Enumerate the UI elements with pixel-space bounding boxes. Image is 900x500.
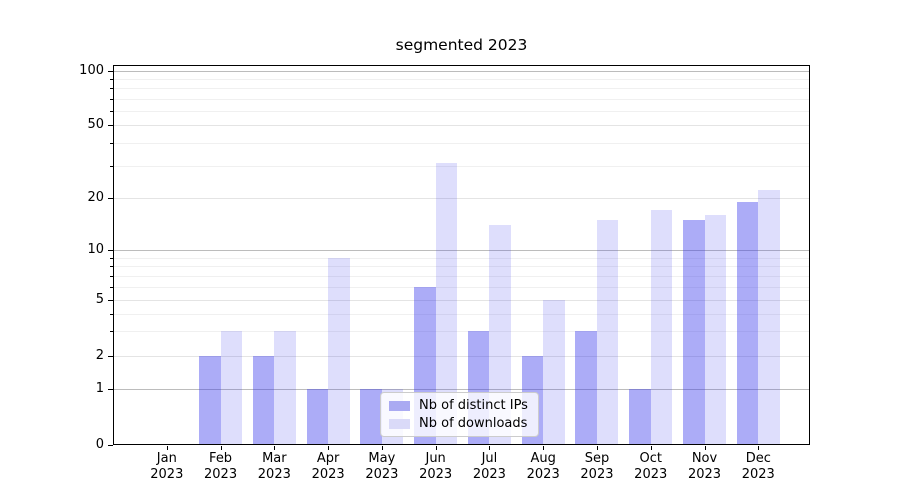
gridline-mid [114, 125, 809, 126]
y-tick-mark [108, 300, 113, 301]
x-tick-mark [596, 446, 598, 450]
gridline-minor [114, 257, 809, 259]
x-tick-label: Dec 2023 [741, 451, 775, 482]
y-minor-tick-mark [110, 98, 113, 100]
x-tick-label: Jun 2023 [419, 451, 453, 482]
gridline-major [114, 250, 809, 251]
gridline-minor [114, 313, 809, 315]
legend-entry-distinct-ips: Nb of distinct IPs [389, 398, 528, 413]
y-tick-mark [108, 198, 113, 199]
gridline-minor [114, 275, 809, 277]
bar-downloads-11 [758, 190, 780, 445]
gridline-mid [114, 300, 809, 301]
y-tick-mark [108, 445, 113, 446]
x-tick-label: Sep 2023 [580, 451, 614, 482]
gridline-major [114, 71, 809, 72]
bar-downloads-2 [274, 331, 296, 445]
y-minor-tick-mark [110, 165, 113, 167]
bar-distinct-ips-3 [306, 389, 329, 445]
x-tick-mark [435, 446, 437, 450]
gridline-minor [114, 165, 809, 167]
x-tick-mark [381, 446, 383, 450]
y-minor-tick-mark [110, 257, 113, 259]
y-tick-mark [108, 250, 113, 251]
legend-swatch-distinct-ips [389, 400, 410, 411]
y-minor-tick-mark [110, 88, 113, 90]
gridline-mid [114, 356, 809, 357]
y-tick-mark [108, 389, 113, 390]
chart-title: segmented 2023 [395, 36, 528, 54]
bar-downloads-9 [650, 210, 673, 445]
y-tick-label: 1 [95, 381, 104, 396]
bar-distinct-ips-2 [252, 356, 275, 445]
gridline-minor [114, 142, 809, 144]
gridline-minor [114, 266, 809, 268]
y-tick-label: 100 [79, 63, 104, 78]
legend-swatch-downloads [389, 418, 410, 429]
y-tick-label: 20 [87, 190, 104, 205]
bar-distinct-ips-1 [199, 356, 221, 445]
bar-downloads-3 [328, 257, 350, 445]
x-tick-mark [489, 446, 491, 450]
x-tick-label: Mar 2023 [257, 451, 291, 482]
x-tick-label: Oct 2023 [634, 451, 668, 482]
y-minor-tick-mark [110, 331, 113, 333]
y-tick-label: 0 [95, 437, 104, 452]
y-tick-label: 5 [95, 292, 104, 307]
gridline-mid [114, 198, 809, 199]
legend-entry-downloads: Nb of downloads [389, 416, 528, 431]
bar-distinct-ips-4 [360, 389, 382, 445]
legend-label-distinct-ips: Nb of distinct IPs [419, 398, 528, 413]
bar-downloads-8 [596, 219, 619, 445]
y-minor-tick-mark [110, 313, 113, 315]
x-tick-label: Jul 2023 [472, 451, 506, 482]
bar-distinct-ips-8 [575, 331, 597, 445]
legend-label-downloads: Nb of downloads [419, 416, 528, 431]
x-tick-mark [274, 446, 276, 450]
x-tick-label: Apr 2023 [311, 451, 345, 482]
y-minor-tick-mark [110, 79, 113, 81]
bar-downloads-6 [489, 224, 511, 445]
x-tick-mark [543, 446, 545, 450]
x-tick-mark [704, 446, 706, 450]
y-tick-label: 10 [87, 242, 104, 257]
gridline-minor [114, 331, 809, 333]
y-tick-mark [108, 71, 113, 72]
y-tick-label: 50 [87, 117, 104, 132]
y-minor-tick-mark [110, 142, 113, 144]
y-minor-tick-mark [110, 286, 113, 288]
y-tick-mark [108, 125, 113, 126]
legend: Nb of distinct IPs Nb of downloads [380, 392, 539, 437]
y-minor-tick-mark [110, 110, 113, 112]
x-tick-mark [166, 446, 168, 450]
gridline-minor [114, 88, 809, 90]
bar-downloads-7 [543, 300, 565, 445]
gridline-minor [114, 79, 809, 81]
bar-downloads-1 [220, 331, 243, 445]
y-tick-label: 2 [95, 348, 104, 363]
y-minor-tick-mark [110, 266, 113, 268]
bar-distinct-ips-9 [629, 389, 651, 445]
x-tick-label: Nov 2023 [687, 451, 722, 482]
bar-downloads-5 [435, 163, 458, 445]
gridline-minor [114, 286, 809, 288]
x-tick-label: Feb 2023 [204, 451, 238, 482]
gridline-minor [114, 98, 809, 100]
x-tick-mark [650, 446, 652, 450]
y-minor-tick-mark [110, 275, 113, 277]
bar-distinct-ips-11 [736, 201, 759, 445]
x-tick-mark [220, 446, 222, 450]
x-tick-mark [328, 446, 330, 450]
bar-downloads-10 [704, 214, 726, 445]
gridline-minor [114, 110, 809, 112]
x-tick-mark [758, 446, 760, 450]
x-tick-label: Jan 2023 [150, 451, 184, 482]
bar-distinct-ips-10 [683, 219, 705, 445]
x-tick-label: Aug 2023 [526, 451, 560, 482]
gridline-major [114, 389, 809, 390]
y-tick-mark [108, 356, 113, 357]
x-tick-label: May 2023 [365, 451, 399, 482]
